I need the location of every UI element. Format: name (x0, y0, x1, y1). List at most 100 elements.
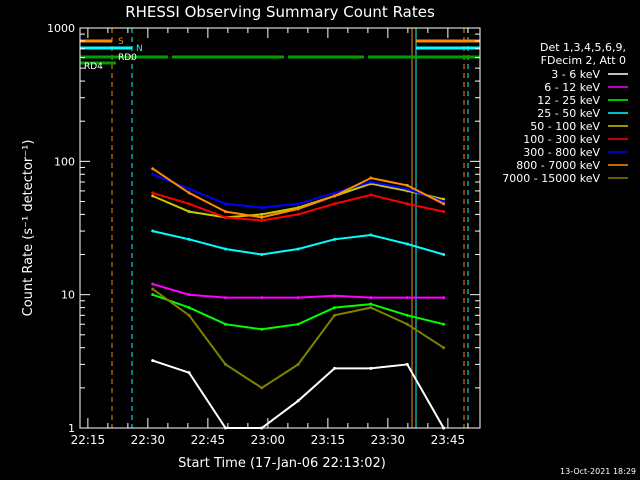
series-point (187, 191, 191, 195)
series-point (187, 306, 191, 310)
legend-label: 25 - 50 keV (537, 107, 600, 120)
series-point (151, 167, 155, 171)
series-point (369, 366, 373, 370)
y-axis-label: Count Rate (s⁻¹ detector⁻¹) (21, 140, 36, 317)
series-point (223, 215, 227, 219)
series-point (187, 237, 191, 241)
series-point (369, 296, 373, 300)
series-point (223, 322, 227, 326)
series-point (333, 366, 337, 370)
series-point (333, 313, 337, 317)
flag-label: N (136, 44, 143, 54)
series-point (442, 253, 446, 257)
series-point (151, 194, 155, 198)
series-point (151, 191, 155, 195)
series-point (405, 202, 409, 206)
series-point (369, 302, 373, 306)
x-tick-label: 23:15 (311, 433, 346, 447)
footer-stamp: 13-Oct-2021 18:29 (560, 467, 636, 476)
series-point (405, 362, 409, 366)
series-point (333, 194, 337, 198)
series-point (442, 199, 446, 203)
flag-label: RD4 (84, 62, 103, 72)
series-point (296, 247, 300, 251)
series-point (260, 218, 264, 222)
series-point (333, 306, 337, 310)
series-point (405, 187, 409, 191)
y-tick-label: 1000 (47, 22, 75, 35)
flag-label: S (118, 37, 124, 47)
series-point (187, 313, 191, 317)
series-point (260, 386, 264, 390)
series-point (296, 362, 300, 366)
series-point (187, 371, 191, 375)
series-point (151, 293, 155, 297)
legend-label: 6 - 12 keV (544, 81, 600, 94)
series-point (442, 210, 446, 214)
y-tick-label: 100 (54, 155, 75, 168)
series-point (260, 253, 264, 257)
series-point (151, 287, 155, 291)
legend-label: 100 - 300 keV (523, 133, 600, 146)
series-point (369, 233, 373, 237)
series-point (333, 237, 337, 241)
series-point (405, 183, 409, 187)
legend-label: 3 - 6 keV (551, 68, 600, 81)
legend-header-line-2: FDecim 2, Att 0 (541, 54, 626, 67)
series-point (369, 176, 373, 180)
series-point (296, 212, 300, 216)
legend-label: 800 - 7000 keV (516, 159, 600, 172)
x-tick-label: 22:15 (71, 433, 106, 447)
legend-label: 7000 - 15000 keV (502, 172, 600, 185)
series-point (369, 193, 373, 197)
series-point (333, 191, 337, 195)
x-axis: 22:15 22:30 22:45 23:00 23:15 23:30 23:45 (71, 28, 469, 447)
series-point (296, 207, 300, 211)
series-point (151, 229, 155, 233)
series-point (151, 172, 155, 176)
series-point (369, 306, 373, 310)
series-point (260, 206, 264, 210)
series-point (296, 399, 300, 403)
series-point (296, 322, 300, 326)
series-point (223, 296, 227, 300)
x-tick-label: 23:30 (371, 433, 406, 447)
series-point (442, 202, 446, 206)
series-point (223, 202, 227, 206)
chart-title: RHESSI Observing Summary Count Rates (125, 3, 435, 21)
x-tick-label: 22:45 (191, 433, 226, 447)
series-point (187, 187, 191, 191)
series-point (223, 210, 227, 214)
series-point (296, 296, 300, 300)
series-point (151, 282, 155, 286)
x-axis-label: Start Time (17-Jan-06 22:13:02) (178, 456, 386, 471)
series-point (260, 215, 264, 219)
legend-label: 50 - 100 keV (530, 120, 600, 133)
flag-label: RD0 (118, 53, 137, 63)
y-axis: 1 10 100 1000 (47, 22, 480, 435)
series-point (405, 313, 409, 317)
legend-header-line-1: Det 1,3,4,5,6,9, (540, 41, 626, 54)
series-point (187, 210, 191, 214)
x-tick-label: 22:30 (131, 433, 166, 447)
series-point (296, 202, 300, 206)
series-point (223, 247, 227, 251)
legend-label: 300 - 800 keV (523, 146, 600, 159)
series-point (405, 296, 409, 300)
series-point (187, 293, 191, 297)
series-point (260, 212, 264, 216)
legend-label: 12 - 25 keV (537, 94, 600, 107)
y-tick-label: 10 (61, 289, 75, 302)
series-point (405, 322, 409, 326)
series-point (260, 296, 264, 300)
series-point (369, 180, 373, 184)
plot-frame (79, 27, 481, 429)
series-point (442, 296, 446, 300)
series-point (442, 346, 446, 350)
series-point (333, 202, 337, 206)
series-point (405, 242, 409, 246)
x-tick-label: 23:00 (251, 433, 286, 447)
